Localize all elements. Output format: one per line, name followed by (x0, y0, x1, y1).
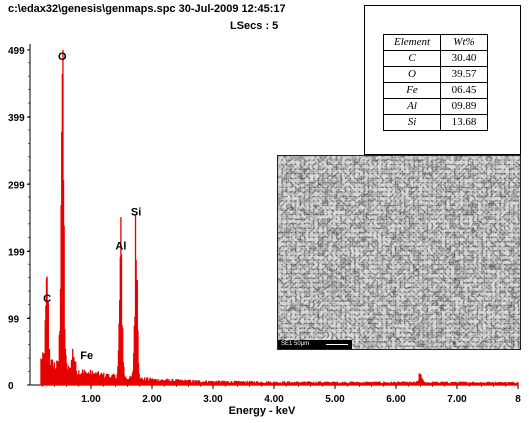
spectrum-series (40, 50, 519, 385)
y-tick-label: 499 (8, 46, 25, 57)
sem-caption: SE1 50μm (281, 341, 310, 347)
table-row: Al 09.89 (383, 98, 488, 115)
x-tick-label: 3.00 (203, 394, 223, 405)
wt-cell: 09.89 (440, 98, 488, 115)
peak-label-al: Al (115, 240, 126, 252)
element-cell: Fe (383, 82, 441, 99)
peak-labels: C O Fe Al Si (43, 51, 141, 362)
table-row: C 30.40 (383, 50, 488, 67)
y-tick-label: 0 (8, 381, 14, 392)
composition-panel: Element Wt% C 30.40 O 39.57 Fe 06.45 Al … (364, 5, 521, 155)
peak-label-si: Si (131, 206, 141, 218)
element-cell: Al (383, 98, 441, 115)
peak-label-c: C (43, 293, 51, 305)
table-row: Si 13.68 (383, 114, 488, 131)
sem-info-bar (278, 340, 352, 349)
element-cell: C (383, 50, 441, 67)
column-header-element: Element (383, 34, 441, 51)
wt-cell: 06.45 (440, 82, 488, 99)
spectrum-counts (40, 50, 519, 385)
y-tick-label: 99 (8, 315, 20, 326)
table-header-row: Element Wt% (383, 34, 488, 51)
sem-texture (278, 156, 520, 349)
composition-table: Element Wt% C 30.40 O 39.57 Fe 06.45 Al … (383, 34, 488, 131)
column-header-wt: Wt% (440, 34, 488, 51)
x-tick-label: 6.00 (386, 394, 406, 405)
live-seconds-label: LSecs : 5 (230, 20, 279, 32)
x-tick-label: 5.00 (325, 394, 345, 405)
x-tick-label: 8 (515, 394, 521, 405)
x-tick-label: 4.00 (264, 394, 284, 405)
table-row: O 39.57 (383, 66, 488, 83)
y-tick-label: 399 (8, 113, 25, 124)
peak-label-o: O (58, 51, 67, 63)
y-tick-label: 299 (8, 180, 25, 191)
x-axis-ticks: 1.00 2.00 3.00 4.00 5.00 6.00 7.00 8 (41, 385, 521, 405)
spectrum-file-header: c:\edax32\genesis\genmaps.spc 30-Jul-200… (8, 3, 286, 15)
x-axis-title: Energy - keV (229, 405, 296, 417)
table-row: Fe 06.45 (383, 82, 488, 99)
element-cell: Si (383, 114, 441, 131)
peak-label-fe: Fe (80, 350, 93, 362)
x-tick-label: 1.00 (81, 394, 101, 405)
x-tick-label: 2.00 (142, 394, 162, 405)
wt-cell: 30.40 (440, 50, 488, 67)
y-tick-label: 199 (8, 247, 25, 258)
x-tick-label: 7.00 (447, 394, 467, 405)
sem-micrograph: SE1 50μm (277, 155, 521, 350)
wt-cell: 13.68 (440, 114, 488, 131)
element-cell: O (383, 66, 441, 83)
y-axis-ticks: 0 99 199 299 399 499 (8, 46, 30, 392)
wt-cell: 39.57 (440, 66, 488, 83)
sem-scale-bar (326, 344, 348, 345)
